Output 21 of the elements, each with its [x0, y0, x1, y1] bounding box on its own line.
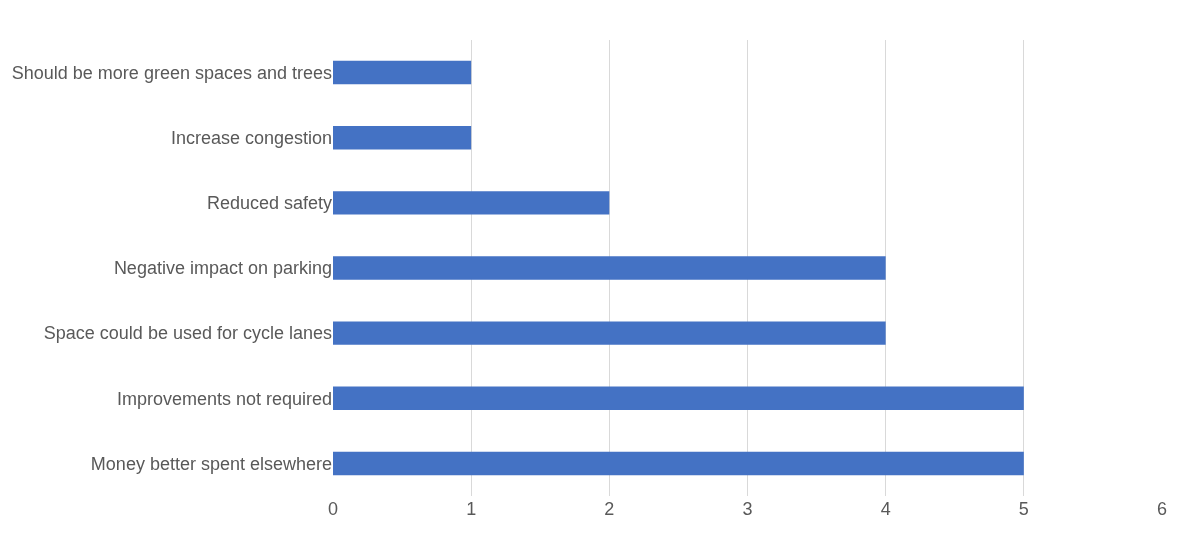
bar	[333, 451, 1024, 476]
y-tick-label: Improvements not required	[116, 388, 332, 409]
bar	[333, 125, 472, 150]
x-tick-label: 5	[1018, 499, 1029, 519]
x-tick-label: 2	[604, 499, 615, 519]
y-tick-label: Reduced safety	[206, 193, 332, 214]
y-tick-label: Negative impact on parking	[113, 258, 332, 279]
y-tick-label: Increase congestion	[170, 128, 332, 149]
x-tick-label: 6	[1156, 499, 1168, 519]
bar	[333, 321, 886, 345]
bar	[333, 60, 472, 85]
bar	[333, 386, 1024, 411]
x-tick-label: 3	[742, 499, 753, 519]
y-tick-label: Space could be used for cycle lanes	[43, 323, 332, 344]
y-tick-label: Money better spent elsewhere	[90, 453, 332, 474]
bar	[333, 191, 610, 215]
x-tick-label: 1	[466, 499, 477, 519]
y-tick-label: Should be more green spaces and trees	[11, 62, 332, 83]
x-tick-label: 0	[327, 499, 339, 519]
x-tick-label: 4	[880, 499, 891, 519]
bar	[333, 256, 886, 280]
